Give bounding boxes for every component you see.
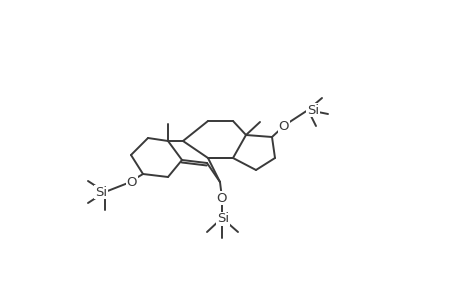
Text: O: O <box>216 191 227 205</box>
Text: Si: Si <box>95 185 107 199</box>
Text: Si: Si <box>306 103 319 116</box>
Text: Si: Si <box>217 212 229 226</box>
Text: O: O <box>278 119 289 133</box>
Text: O: O <box>127 176 137 190</box>
